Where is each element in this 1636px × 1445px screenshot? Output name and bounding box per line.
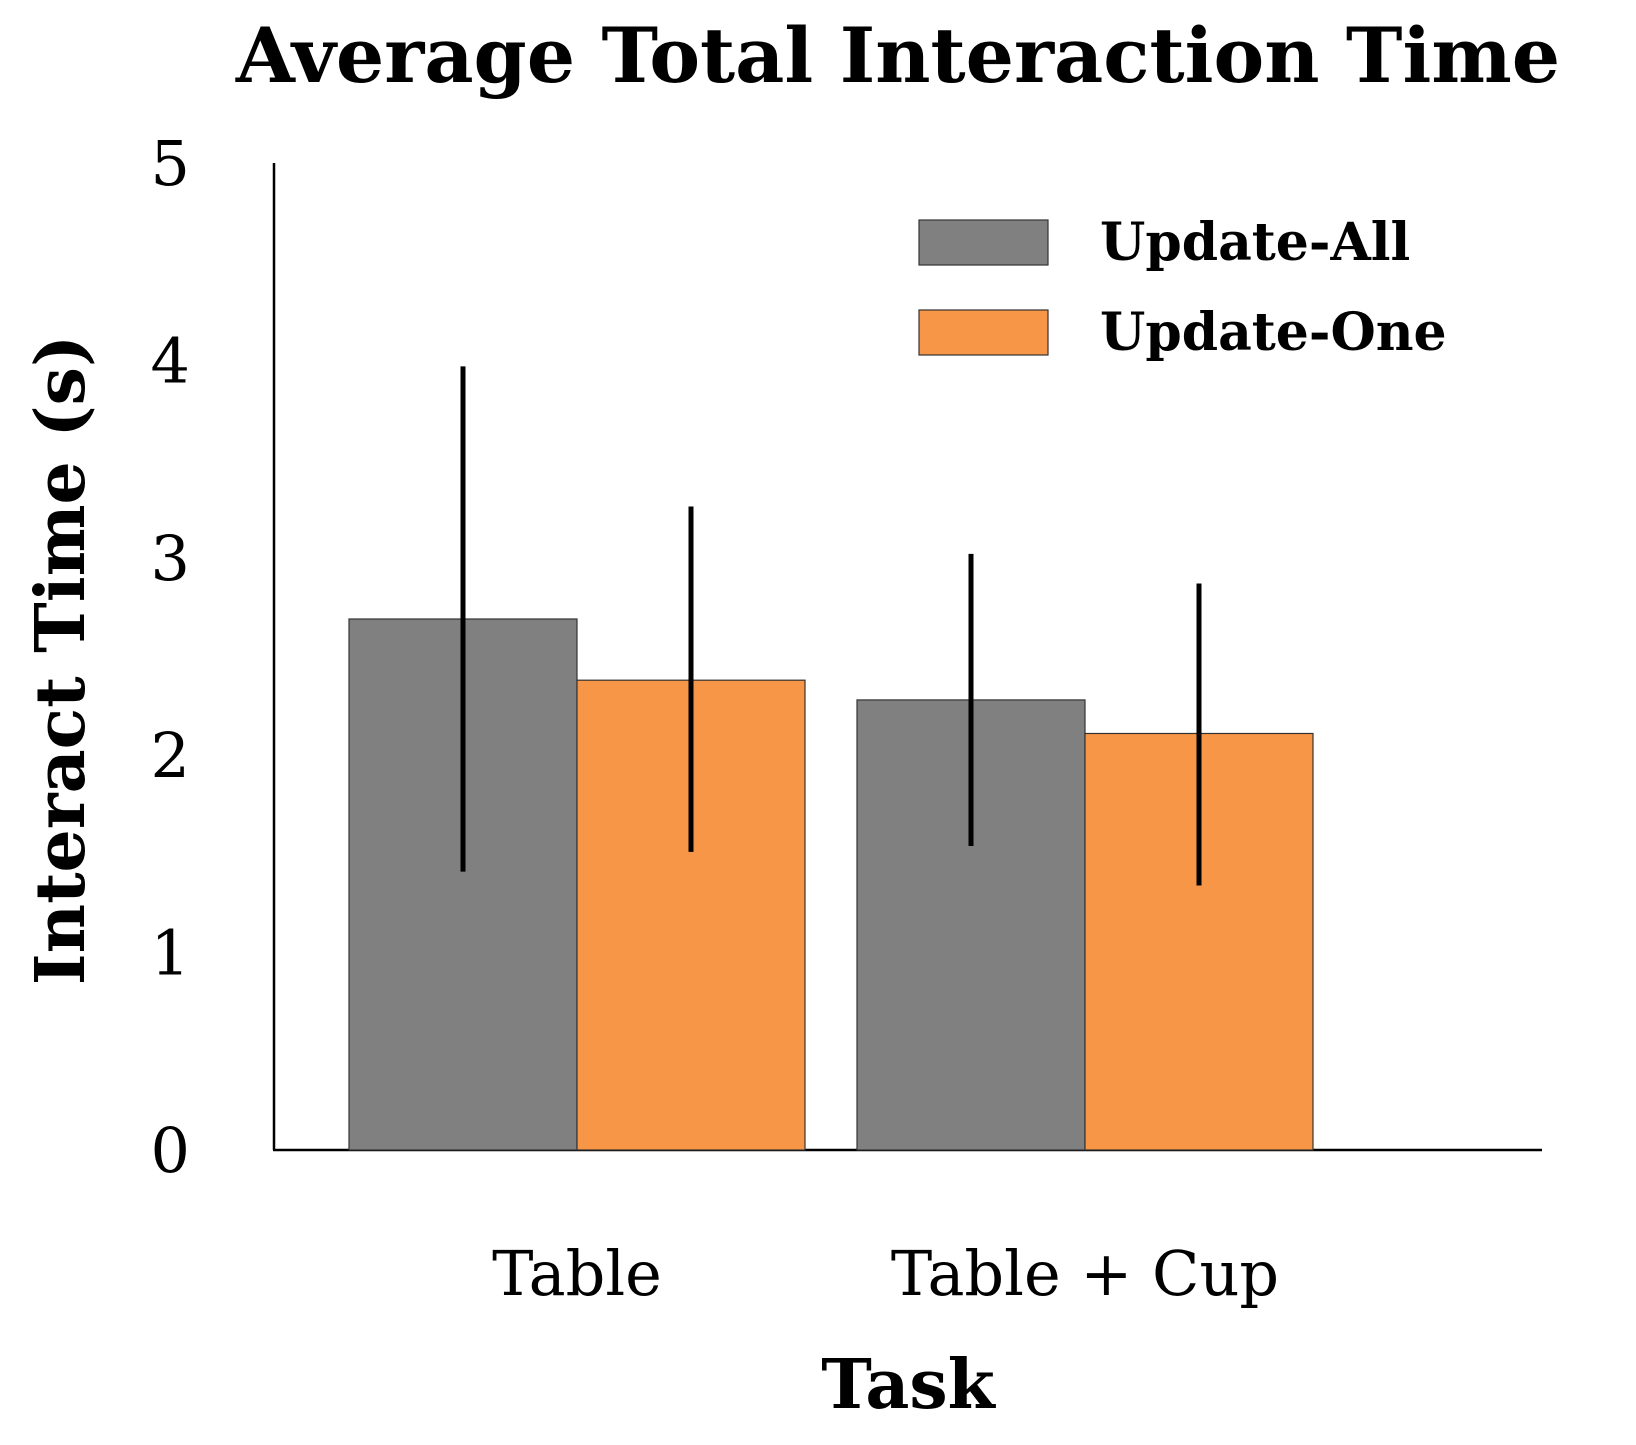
y-tick-label: 4 bbox=[151, 324, 190, 397]
y-tick-label: 3 bbox=[151, 522, 190, 595]
x-tick-label: Table bbox=[492, 1237, 662, 1310]
legend-label-update-all: Update-All bbox=[1100, 212, 1410, 273]
bars-group bbox=[348, 618, 1314, 1151]
y-tick-label: 5 bbox=[151, 127, 190, 200]
legend-swatch-update-all bbox=[918, 219, 1049, 266]
y-tick-label: 2 bbox=[151, 719, 190, 792]
chart-title: Average Total Interaction Time bbox=[235, 11, 1560, 100]
x-tick-labels: Table Table + Cup bbox=[492, 1237, 1279, 1310]
y-tick-labels: 0 1 2 3 4 5 bbox=[151, 127, 190, 1187]
legend-swatch-update-one bbox=[918, 309, 1049, 356]
y-tick-label: 0 bbox=[151, 1114, 190, 1187]
y-axis-label: Interact Time (s) bbox=[21, 335, 101, 985]
x-tick-label: Table + Cup bbox=[891, 1237, 1279, 1310]
legend-label-update-one: Update-One bbox=[1100, 302, 1447, 363]
y-tick-label: 1 bbox=[151, 917, 190, 990]
legend: Update-All Update-One bbox=[918, 212, 1447, 363]
x-axis-label: Task bbox=[821, 1345, 996, 1425]
error-bars-group bbox=[460, 366, 1202, 886]
